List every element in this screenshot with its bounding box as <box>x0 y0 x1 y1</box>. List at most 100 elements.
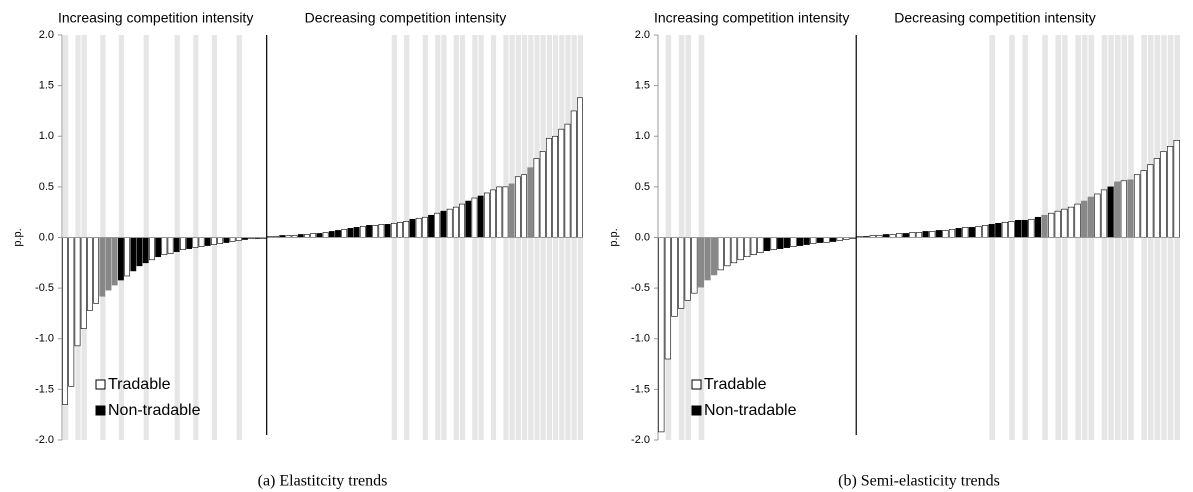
annotation: Increasing competition intensity <box>58 10 253 26</box>
bar <box>1127 179 1134 238</box>
annotation: Increasing competition intensity <box>654 10 849 26</box>
bar <box>564 123 571 238</box>
bar <box>1140 170 1147 238</box>
bar <box>1094 193 1101 238</box>
y-tick-label: 1.5 <box>39 80 54 92</box>
bar <box>465 200 472 238</box>
bar <box>1081 200 1088 238</box>
bar <box>1114 181 1121 238</box>
bar <box>711 237 718 276</box>
bar <box>87 237 93 311</box>
bar <box>514 176 521 238</box>
bar <box>74 237 81 347</box>
bar <box>1100 189 1108 238</box>
bar <box>136 237 143 267</box>
legend-label: Tradable <box>704 376 767 393</box>
bar <box>335 230 341 238</box>
bar <box>142 237 149 264</box>
bar <box>684 237 691 301</box>
bar <box>803 237 810 245</box>
bar <box>192 237 199 248</box>
bar <box>415 217 422 238</box>
y-tick-label: -0.5 <box>35 282 54 294</box>
bar <box>477 195 484 238</box>
bar <box>981 225 989 238</box>
bar <box>1147 164 1154 238</box>
bar <box>1041 214 1048 238</box>
bar <box>173 237 180 252</box>
bar <box>1107 186 1114 238</box>
bar <box>783 237 790 248</box>
bar <box>390 223 397 238</box>
bar <box>1166 146 1174 238</box>
bar <box>1173 140 1180 238</box>
bar <box>316 233 323 238</box>
y-tick-label: 0.5 <box>39 181 54 193</box>
bar <box>717 237 724 271</box>
bar <box>975 226 982 238</box>
bar <box>80 237 87 329</box>
bar <box>988 224 995 238</box>
bar <box>198 237 205 247</box>
bar <box>678 237 685 309</box>
bar <box>1133 174 1141 238</box>
bar <box>1054 210 1061 238</box>
bar <box>409 218 416 238</box>
bar <box>483 192 490 238</box>
bar <box>111 237 118 286</box>
bar <box>366 225 372 238</box>
bar <box>180 237 186 250</box>
legend-swatch <box>691 379 702 390</box>
bar <box>576 97 583 238</box>
bar <box>167 237 174 255</box>
bar <box>770 237 777 250</box>
bar <box>347 228 354 238</box>
bar <box>823 237 830 243</box>
bar <box>440 210 447 238</box>
y-tick-label: -1.5 <box>35 383 54 395</box>
bar <box>915 232 923 238</box>
bar <box>496 186 503 238</box>
bar <box>1048 212 1055 238</box>
bar <box>421 216 428 238</box>
bar <box>204 237 211 246</box>
annotation: Decreasing competition intensity <box>305 10 507 26</box>
bar <box>737 237 744 261</box>
legend-swatch <box>95 379 106 390</box>
bar <box>962 227 969 238</box>
bar <box>68 237 75 387</box>
legend-label: Tradable <box>108 376 171 393</box>
bar <box>691 237 698 294</box>
bar <box>446 208 453 238</box>
bar <box>1087 196 1094 238</box>
y-axis-label: p.p. <box>12 228 24 246</box>
bar <box>671 237 678 317</box>
bar <box>896 233 903 238</box>
y-tick-label: -2.0 <box>35 434 54 446</box>
y-tick-label: -2.0 <box>631 434 650 446</box>
bar <box>955 228 962 238</box>
bar <box>810 237 817 244</box>
bar <box>1153 158 1160 238</box>
annotation: Decreasing competition intensity <box>894 10 1096 26</box>
bar <box>322 232 329 238</box>
y-tick-label: 2.0 <box>39 29 54 41</box>
bar <box>790 237 797 247</box>
bar <box>99 237 106 297</box>
bar <box>1067 206 1075 238</box>
bar <box>757 237 764 253</box>
bar <box>490 189 496 238</box>
bar <box>217 237 224 244</box>
bar <box>935 230 942 238</box>
bar <box>922 231 929 238</box>
y-tick-label: 2.0 <box>635 29 650 41</box>
bar <box>968 227 975 238</box>
bar <box>545 137 552 238</box>
y-tick-label: 1.0 <box>635 130 650 142</box>
bar <box>777 237 784 249</box>
bar <box>1074 203 1081 238</box>
bar <box>161 237 168 256</box>
bar <box>1021 219 1028 238</box>
